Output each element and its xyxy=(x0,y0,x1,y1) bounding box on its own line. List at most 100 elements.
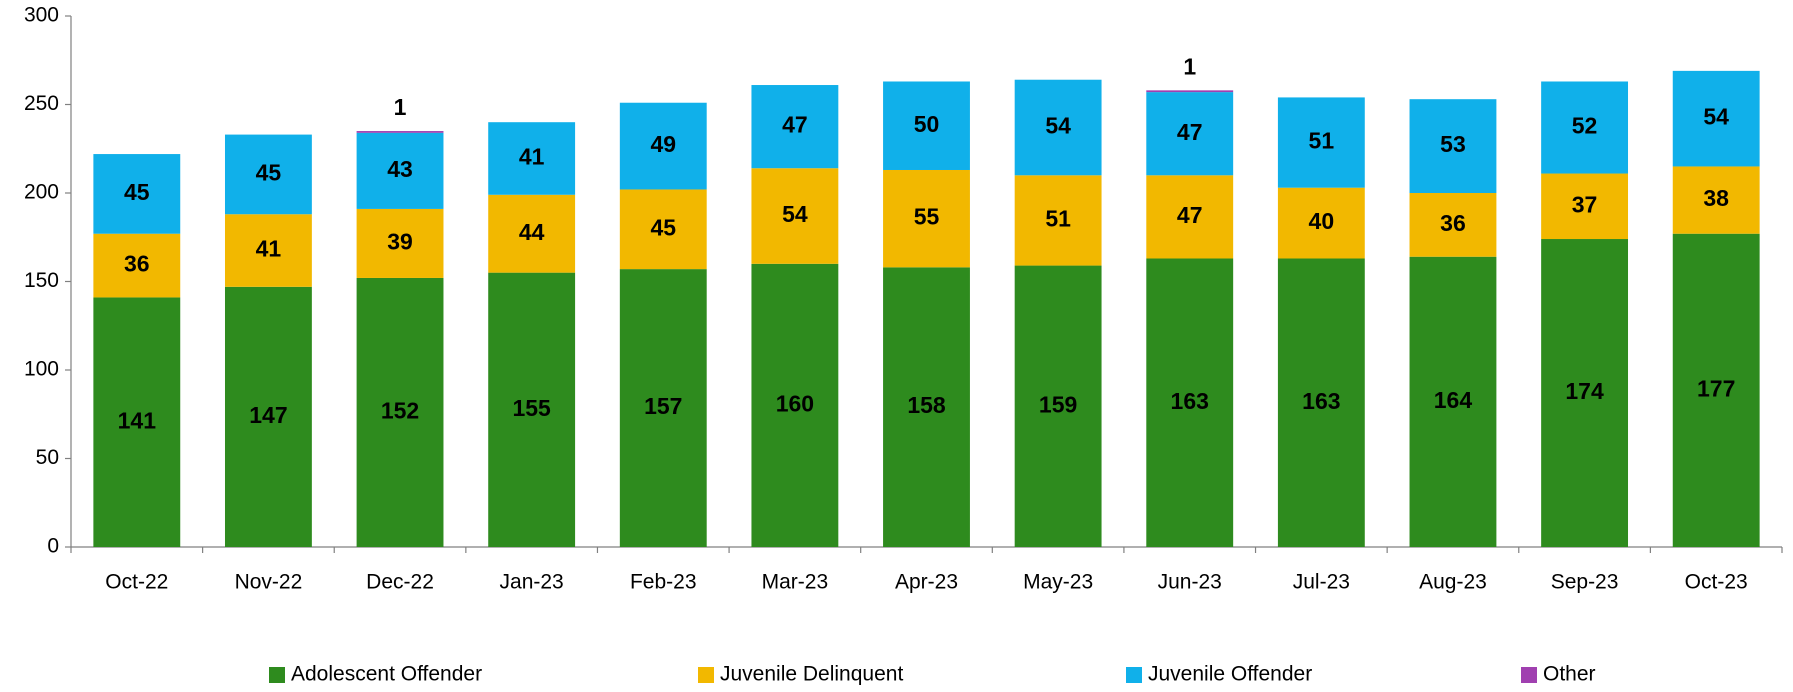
value-label: 45 xyxy=(256,159,282,185)
bar-segment xyxy=(224,214,312,287)
bar-segment xyxy=(356,131,444,133)
value-label: 36 xyxy=(124,251,150,277)
x-tick-label: Apr-23 xyxy=(895,571,958,594)
bar-segment xyxy=(751,168,839,264)
x-tick-label: Oct-23 xyxy=(1685,571,1748,594)
bar-segment xyxy=(1541,81,1629,174)
bar-segment xyxy=(1672,233,1760,547)
bar-segment xyxy=(488,272,576,547)
y-tick-label: 150 xyxy=(24,269,59,292)
bar-segment xyxy=(1277,187,1365,259)
y-tick-label: 0 xyxy=(47,535,59,558)
bar-segment xyxy=(619,269,707,547)
value-label: 174 xyxy=(1565,378,1604,404)
y-tick-label: 100 xyxy=(24,358,59,381)
x-tick-label: Feb-23 xyxy=(630,571,697,594)
value-label: 36 xyxy=(1440,210,1466,236)
value-label: 54 xyxy=(1045,113,1071,139)
y-tick-label: 300 xyxy=(24,4,59,27)
bar-segment xyxy=(1409,193,1497,257)
bar-segment xyxy=(1277,258,1365,547)
value-label: 51 xyxy=(1309,128,1335,154)
legend-label: Adolescent Offender xyxy=(291,663,482,686)
value-label: 38 xyxy=(1703,185,1729,211)
bar-segment xyxy=(1014,265,1102,547)
bar-segment xyxy=(1146,258,1234,547)
y-tick-label: 50 xyxy=(36,446,59,469)
value-label: 177 xyxy=(1697,375,1735,401)
value-label: 47 xyxy=(1177,202,1203,228)
y-tick-label: 200 xyxy=(24,181,59,204)
bar-segment xyxy=(356,277,444,547)
bar-segment xyxy=(356,208,444,278)
value-label: 155 xyxy=(512,395,551,421)
bar-segment xyxy=(1409,99,1497,193)
value-label: 54 xyxy=(782,201,808,227)
bar-segment xyxy=(619,102,707,190)
value-label: 163 xyxy=(1302,388,1340,414)
value-label: 159 xyxy=(1039,391,1077,417)
bar-segment xyxy=(619,189,707,270)
bar-segment xyxy=(224,134,312,215)
bar-segment xyxy=(751,85,839,169)
value-label: 1 xyxy=(394,94,407,120)
value-label: 41 xyxy=(256,236,282,262)
value-label: 164 xyxy=(1434,387,1473,413)
value-label: 49 xyxy=(650,131,676,157)
value-label: 141 xyxy=(118,407,157,433)
x-tick-label: Dec-22 xyxy=(366,571,434,594)
bar-segment xyxy=(1541,239,1629,547)
x-tick-label: May-23 xyxy=(1023,571,1093,594)
bar-segment xyxy=(93,154,181,234)
value-label: 160 xyxy=(776,390,814,416)
x-tick-label: Sep-23 xyxy=(1551,571,1619,594)
value-label: 55 xyxy=(914,204,940,230)
value-label: 50 xyxy=(914,111,940,137)
x-tick-label: Jun-23 xyxy=(1158,571,1222,594)
legend-swatch xyxy=(1521,667,1537,683)
bar-segment xyxy=(93,233,181,298)
value-label: 147 xyxy=(249,402,287,428)
bar-segment xyxy=(883,81,970,170)
bar-segment xyxy=(1277,97,1365,188)
bar-segment xyxy=(93,297,181,547)
x-tick-label: Nov-22 xyxy=(235,571,303,594)
bar-segment xyxy=(883,169,970,268)
value-label: 37 xyxy=(1572,191,1598,217)
bar-segment xyxy=(488,194,576,273)
bar-segment xyxy=(1672,70,1760,167)
value-label: 163 xyxy=(1171,388,1209,414)
value-label: 152 xyxy=(381,398,419,424)
value-label: 52 xyxy=(1572,113,1598,139)
value-label: 47 xyxy=(1177,119,1203,145)
bar-segment xyxy=(488,122,576,195)
bar-segment xyxy=(356,132,444,209)
bar-segment xyxy=(751,263,839,547)
value-label: 40 xyxy=(1309,208,1335,234)
bar-segment xyxy=(1014,79,1102,176)
value-label: 43 xyxy=(387,156,413,182)
value-label: 44 xyxy=(519,219,545,245)
value-label: 47 xyxy=(782,112,808,138)
bar-segment xyxy=(1541,173,1629,240)
legend-swatch xyxy=(269,667,285,683)
bar-segment xyxy=(1146,92,1234,176)
legend-label: Other xyxy=(1543,663,1596,686)
value-label: 51 xyxy=(1045,206,1071,232)
legend-label: Juvenile Offender xyxy=(1148,663,1312,686)
value-label: 157 xyxy=(644,393,682,419)
x-tick-label: Aug-23 xyxy=(1419,571,1487,594)
value-label: 158 xyxy=(907,392,946,418)
x-tick-label: Jan-23 xyxy=(500,571,564,594)
legend-swatch xyxy=(1126,667,1142,683)
bar-segment xyxy=(1672,166,1760,234)
value-label: 39 xyxy=(387,229,413,255)
bar-segment xyxy=(1014,175,1102,266)
value-label: 45 xyxy=(124,179,150,205)
bar-segment xyxy=(224,286,312,547)
bar-segment xyxy=(1146,90,1234,93)
value-label: 53 xyxy=(1440,131,1466,157)
value-label: 41 xyxy=(519,144,545,170)
legend-label: Juvenile Delinquent xyxy=(720,663,903,686)
